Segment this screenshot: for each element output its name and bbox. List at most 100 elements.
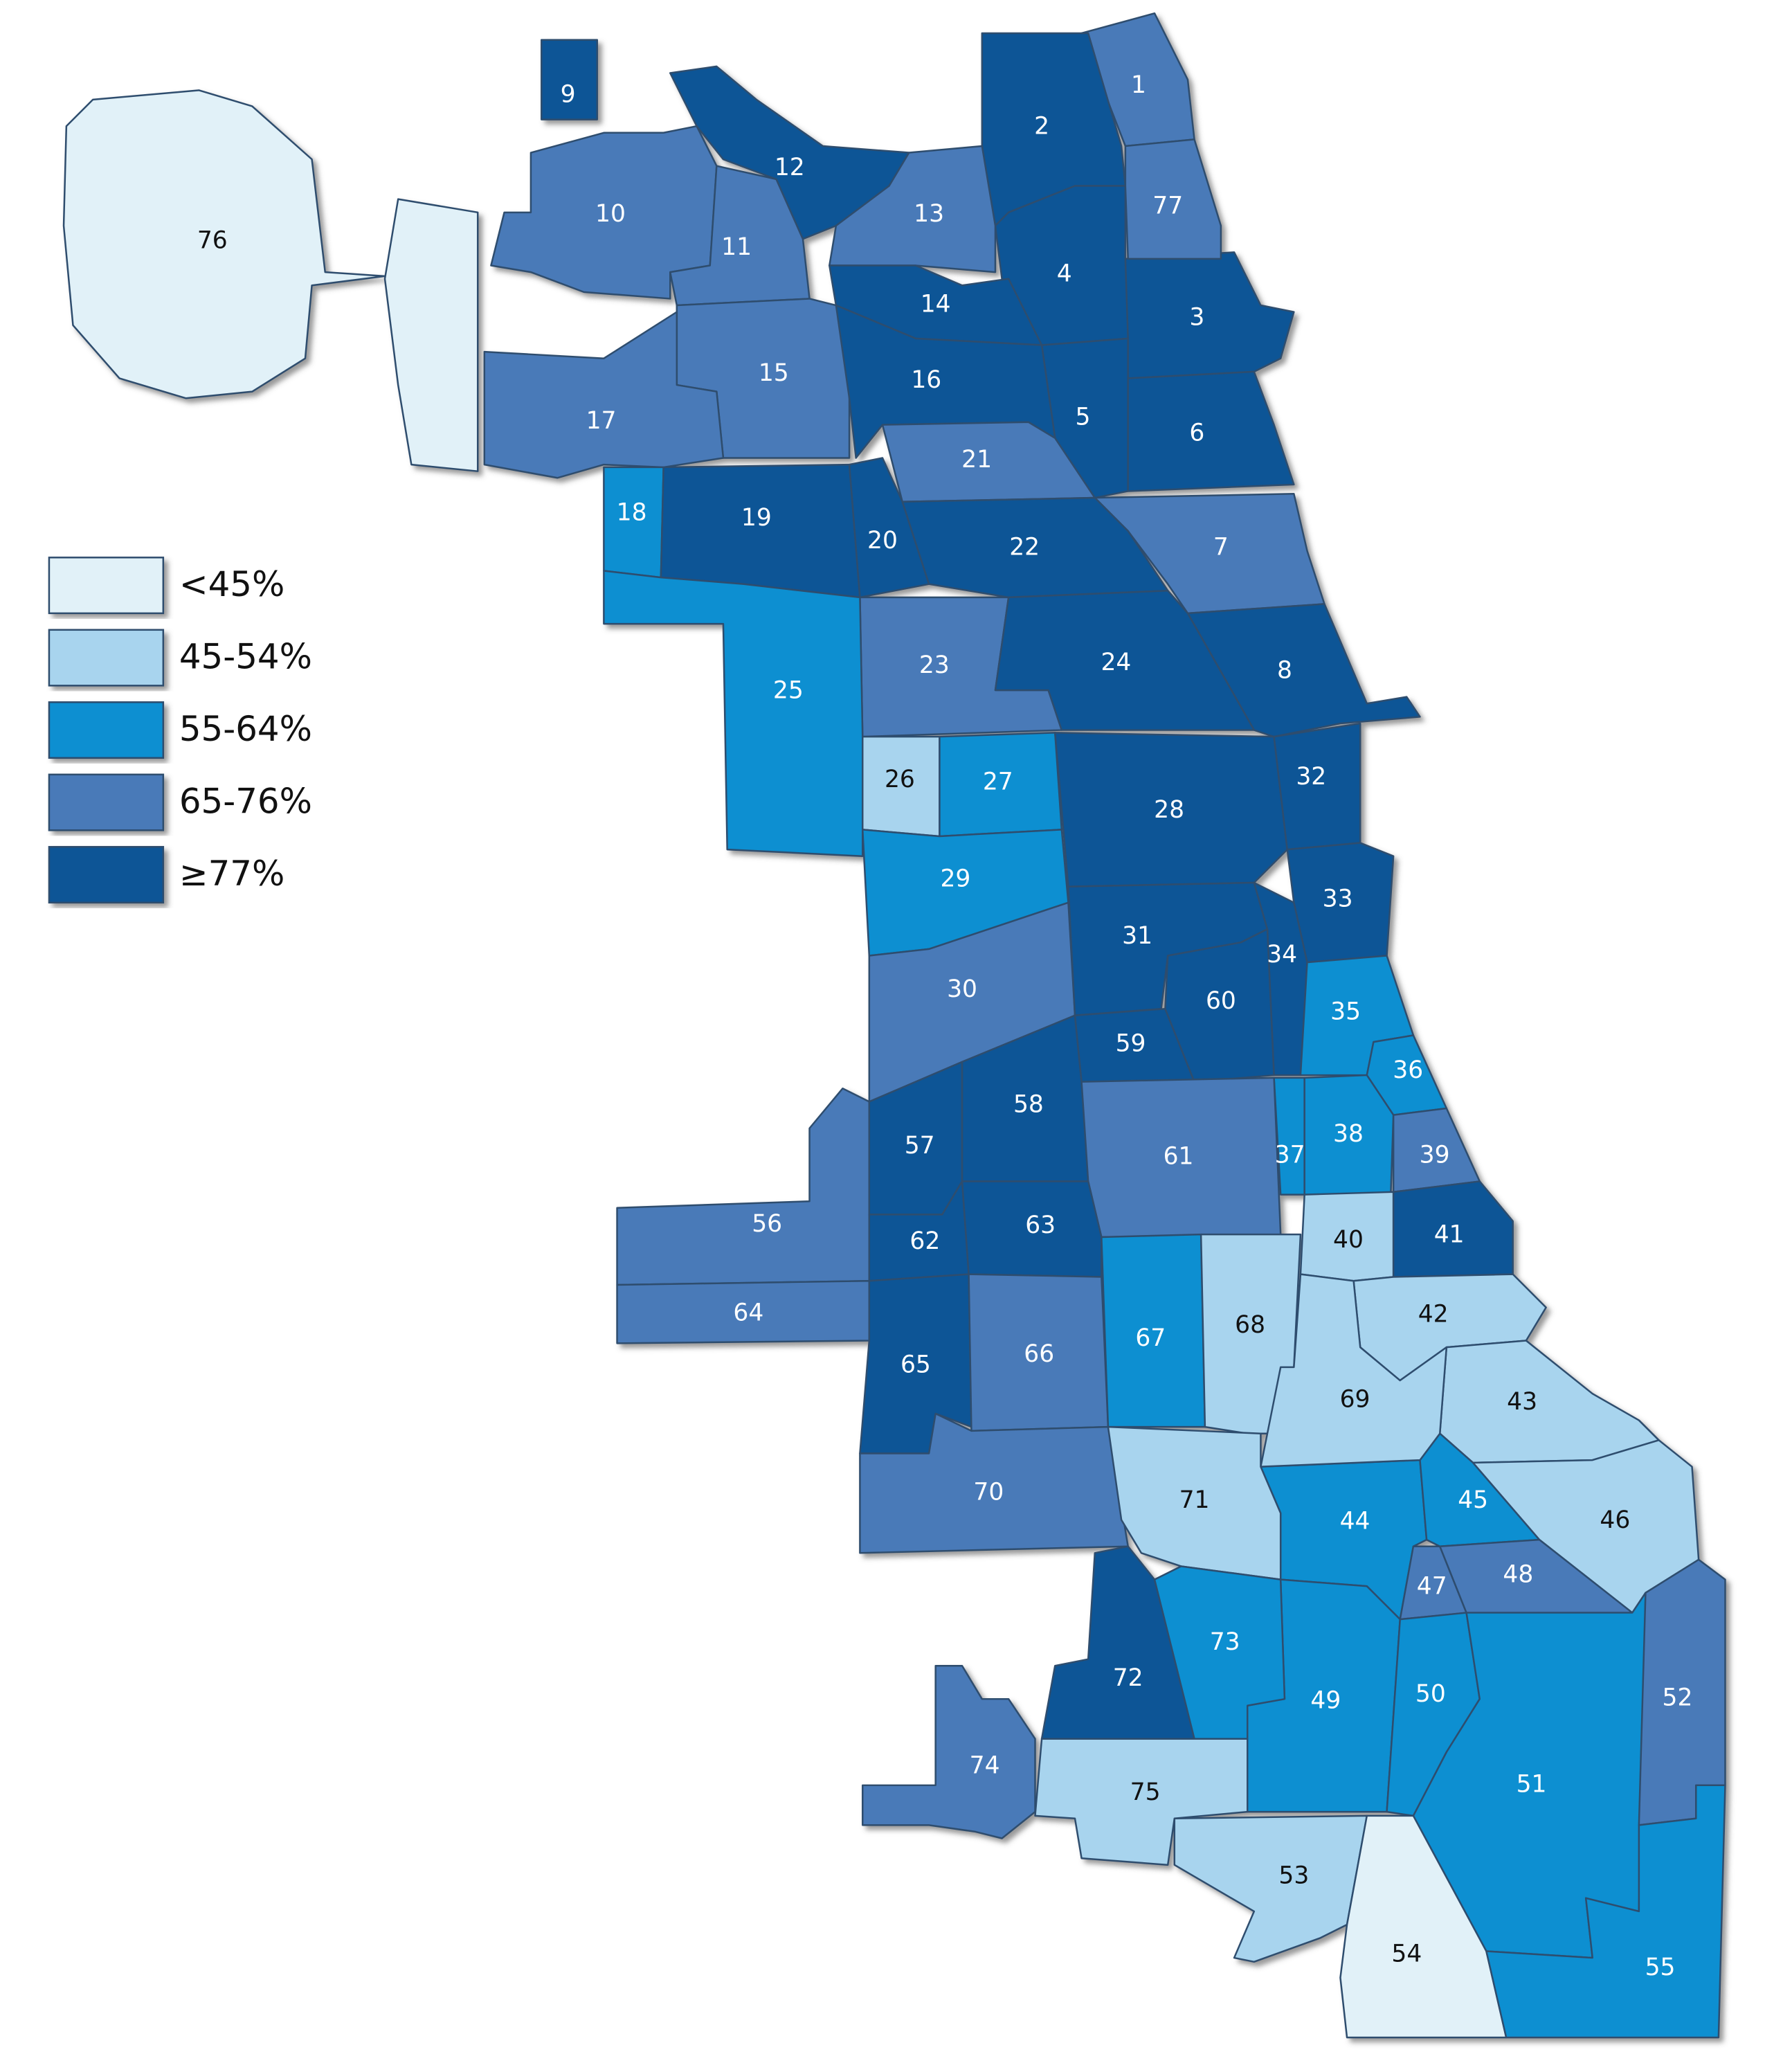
area-label: 75 [1130,1778,1161,1806]
area-label: 10 [595,200,626,228]
area-label: 23 [919,651,950,679]
area-label: 26 [885,766,915,793]
area-label: 42 [1418,1301,1449,1328]
area-label: 41 [1434,1221,1465,1249]
area-label: 48 [1503,1560,1533,1588]
area-label: 15 [759,359,789,387]
community-area [603,570,864,857]
area-label: 69 [1340,1385,1370,1413]
community-area [881,421,1096,503]
community-area [1485,1784,1726,2039]
area-label: 64 [733,1299,763,1327]
legend-label: 55-64% [179,709,312,749]
area-label: 7 [1213,533,1229,561]
community-area [1439,1340,1660,1464]
community-area [383,198,479,472]
area-label: 61 [1164,1142,1194,1170]
area-label: 25 [773,676,804,704]
area-label: 70 [973,1479,1004,1506]
community-area [541,39,599,120]
area-label: 40 [1333,1226,1364,1254]
area-label: 22 [1009,533,1040,561]
legend-swatch [48,557,165,615]
community-areas [62,12,1726,2039]
legend-swatch [48,701,165,759]
area-label: 20 [867,527,898,555]
area-label: 45 [1458,1486,1488,1514]
area-label: 11 [721,233,752,261]
community-area [1054,732,1289,888]
area-label: 57 [905,1132,935,1160]
community-area [1124,138,1222,260]
area-label: 51 [1517,1770,1547,1798]
legend-label: 65-76% [179,781,312,821]
area-label: 36 [1393,1056,1423,1084]
legend-swatch [48,846,165,904]
community-area [1124,251,1295,379]
legend-label: <45% [179,564,285,604]
area-label: 32 [1296,763,1326,791]
community-area [62,89,386,399]
community-area [1392,1180,1514,1278]
area-label: 4 [1057,260,1072,287]
area-label: 44 [1340,1508,1370,1535]
community-area [861,1665,1036,1839]
area-label: 2 [1034,113,1049,141]
area-label: 67 [1135,1324,1166,1352]
community-area [1303,1074,1395,1196]
community-area [616,1087,871,1286]
area-label: 74 [970,1751,1000,1779]
area-label: 17 [586,407,617,435]
community-area [1186,603,1421,738]
area-label: 1 [1131,71,1146,99]
area-label: 73 [1210,1628,1240,1656]
community-area [490,125,718,300]
community-area [859,1412,1129,1554]
area-label: 34 [1267,941,1297,969]
community-area [1034,1738,1249,1866]
area-label: 31 [1122,922,1152,950]
legend: <45% 45-54% 55-64% 65-76% ≥77% [48,557,312,904]
area-label: 38 [1333,1120,1364,1148]
area-label: 14 [921,291,951,318]
community-area [1080,12,1195,147]
area-label: 16 [911,366,941,394]
area-label: 43 [1507,1388,1537,1416]
area-label: 6 [1189,420,1204,447]
community-area [483,311,725,479]
area-label: 59 [1116,1029,1146,1057]
area-label: 3 [1189,304,1204,332]
area-label: 50 [1415,1680,1446,1708]
area-label: 76 [197,227,228,255]
area-label: 35 [1330,998,1361,1025]
area-label: 9 [561,81,576,109]
area-label: 65 [900,1351,931,1378]
area-label: 47 [1417,1573,1447,1601]
area-label: 62 [909,1227,940,1255]
area-label: 13 [914,200,944,228]
community-area [1339,1814,1508,2039]
area-label: 29 [940,865,970,893]
area-label: 58 [1013,1091,1044,1119]
area-label: 8 [1277,657,1292,685]
area-label: 12 [775,154,805,181]
area-label: 18 [617,499,647,527]
area-label: 46 [1600,1506,1630,1534]
area-label: 52 [1663,1684,1693,1712]
area-label: 49 [1310,1687,1341,1715]
area-label: 28 [1154,796,1184,824]
area-label: 27 [983,768,1013,796]
area-label: 19 [741,504,772,532]
area-label: 37 [1275,1142,1305,1169]
area-label: 60 [1206,987,1236,1015]
area-label: 56 [752,1210,782,1238]
legend-swatch [48,773,165,831]
area-label: 24 [1101,649,1131,676]
area-label: 72 [1113,1664,1143,1692]
area-label: 68 [1235,1311,1265,1339]
legend-label: 45-54% [179,636,312,676]
area-label: 33 [1323,885,1353,912]
